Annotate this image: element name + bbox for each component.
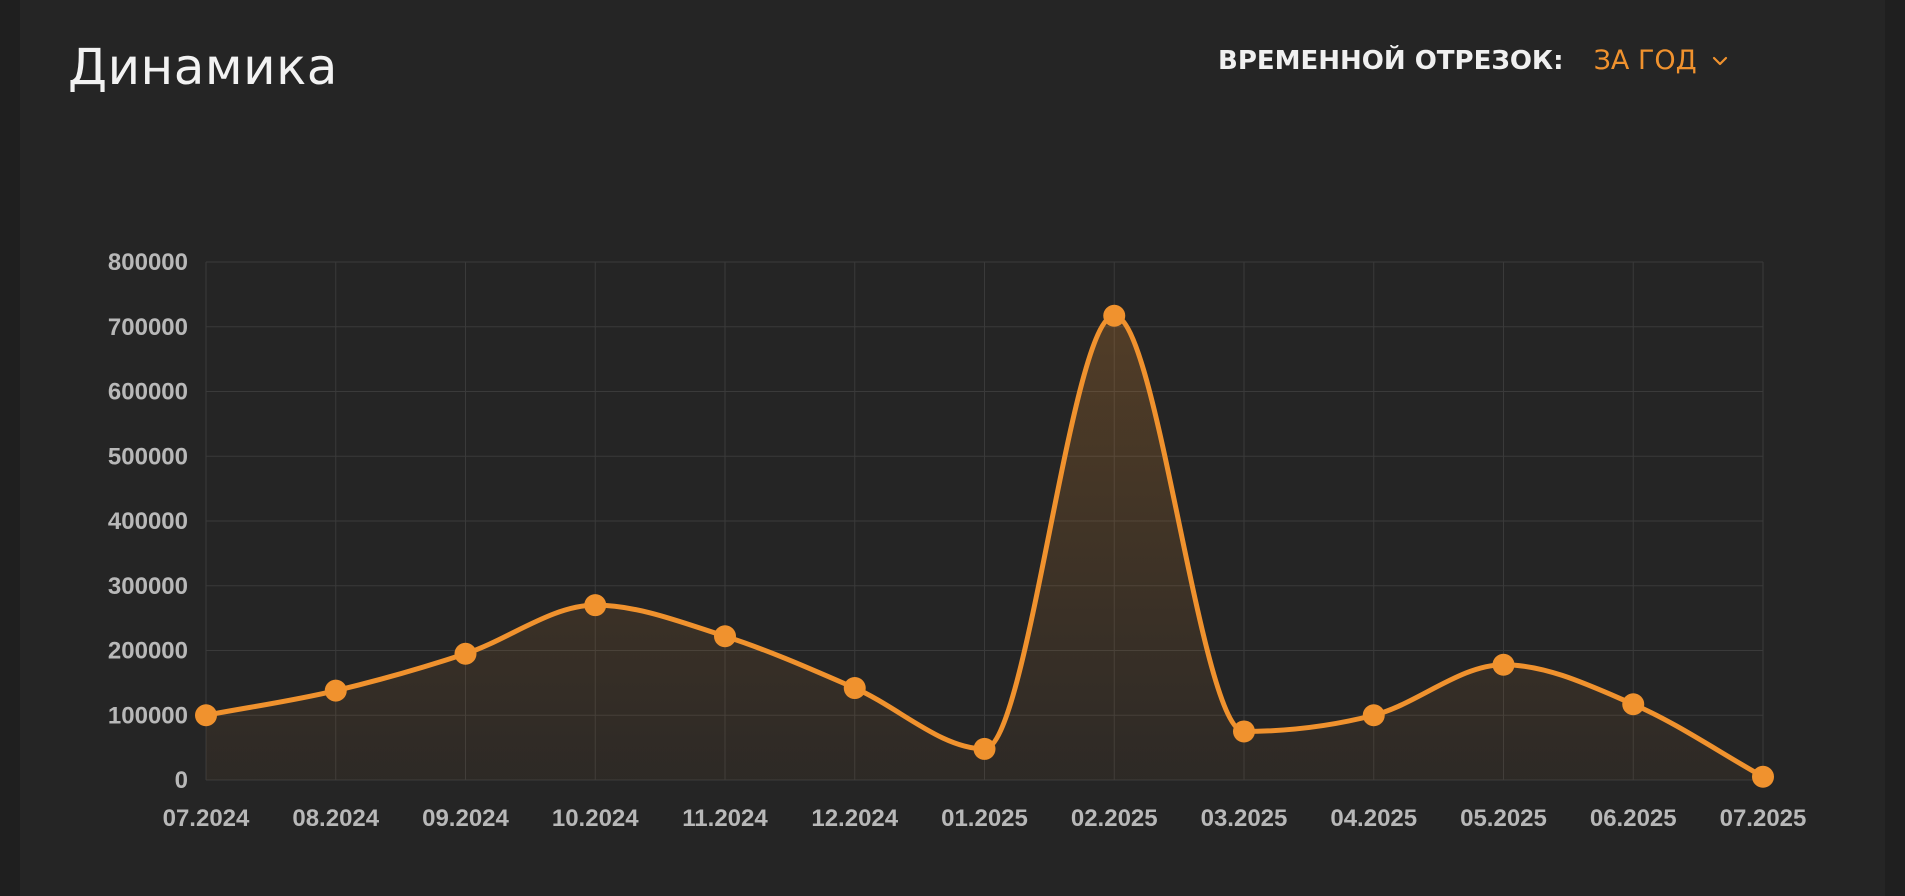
x-tick-label: 12.2024 — [811, 805, 898, 832]
line-chart: 0 100000 200000 300000 400000 500000 600000 700… — [108, 249, 1807, 832]
period-filter: ВРЕМЕННОЙ ОТРЕЗОК: ЗА ГОД — [1218, 45, 1729, 76]
data-point — [584, 594, 607, 617]
y-tick-label: 500000 — [108, 443, 188, 470]
page-title: Динамика — [68, 38, 338, 96]
x-tick-label: 10.2024 — [552, 805, 639, 832]
y-tick-label: 100000 — [108, 702, 188, 729]
x-tick-label: 11.2024 — [682, 805, 768, 832]
data-point — [1362, 704, 1385, 727]
x-tick-label: 03.2025 — [1201, 805, 1288, 832]
series-area — [206, 315, 1763, 780]
data-point — [843, 677, 866, 700]
y-tick-label: 0 — [175, 767, 188, 794]
x-tick-label: 07.2025 — [1720, 805, 1807, 832]
data-point — [714, 625, 736, 648]
data-point — [1492, 653, 1515, 676]
x-tick-label: 02.2025 — [1071, 805, 1158, 832]
period-select[interactable]: ЗА ГОД — [1594, 45, 1729, 76]
y-tick-label: 800000 — [108, 249, 188, 276]
y-tick-label: 400000 — [108, 508, 188, 535]
x-tick-label: 01.2025 — [941, 805, 1028, 832]
y-axis-ticks: 0 100000 200000 300000 400000 500000 600000 700… — [108, 249, 188, 794]
x-axis-ticks: 07.2024 08.2024 09.2024 10.2024 11.2024 12.20… — [163, 805, 1807, 832]
data-point — [973, 737, 996, 760]
data-point — [195, 704, 217, 727]
series-line — [203, 313, 1766, 780]
y-tick-label: 300000 — [108, 573, 188, 600]
x-tick-label: 07.2024 — [163, 805, 250, 832]
x-tick-label: 04.2025 — [1330, 805, 1417, 832]
x-tick-label: 06.2025 — [1590, 805, 1677, 832]
period-value: ЗА ГОД — [1593, 45, 1697, 76]
chart-series — [203, 313, 1766, 780]
data-point — [1233, 720, 1255, 743]
period-label: ВРЕМЕННОЙ ОТРЕЗОК: — [1218, 45, 1564, 76]
data-point — [1103, 304, 1126, 327]
x-tick-label: 09.2024 — [422, 805, 509, 832]
x-tick-label: 05.2025 — [1460, 805, 1547, 832]
dynamics-panel: Динамика ВРЕМЕННОЙ ОТРЕЗОК: ЗА ГОД 0 1000… — [20, 0, 1885, 896]
data-point — [324, 679, 347, 702]
chart-points — [195, 304, 1774, 788]
data-point — [1752, 765, 1774, 788]
y-tick-label: 600000 — [108, 379, 188, 406]
y-tick-label: 200000 — [108, 638, 188, 665]
x-tick-label: 08.2024 — [292, 805, 379, 832]
chevron-down-icon — [1712, 56, 1727, 65]
y-tick-label: 700000 — [108, 314, 188, 341]
data-point — [1622, 693, 1645, 716]
chart-area — [206, 315, 1763, 780]
data-point — [454, 642, 477, 665]
